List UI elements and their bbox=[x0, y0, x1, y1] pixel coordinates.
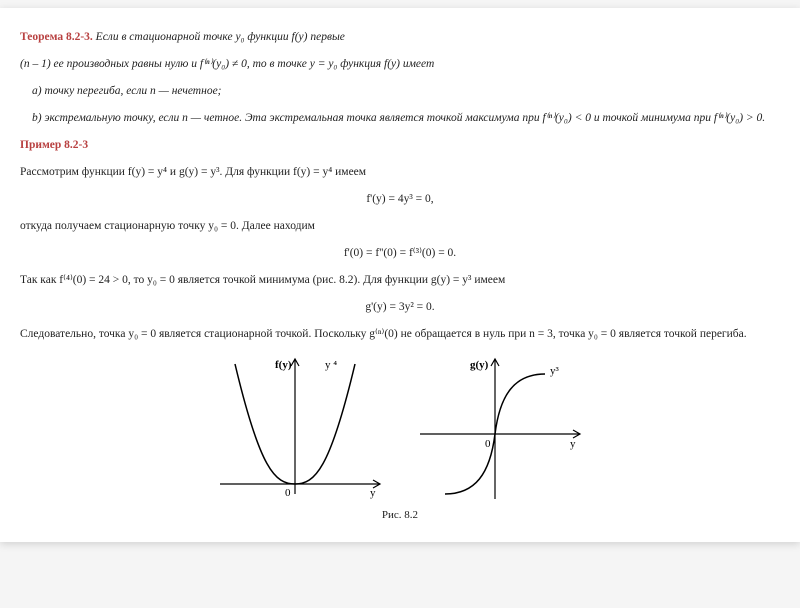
plot-y4: f(y) y ⁴ 0 y bbox=[215, 354, 385, 504]
theorem-intro: Если в стационарной точке y₀ функции f(y… bbox=[96, 31, 345, 43]
example-line-3: Так как f⁽⁴⁾(0) = 24 > 0, то y₀ = 0 явля… bbox=[20, 273, 780, 289]
xlabel: y bbox=[370, 487, 376, 499]
example-line-4: Следовательно, точка y₀ = 0 является ста… bbox=[20, 327, 780, 343]
theorem-item-a: a) точку перегиба, если n — нечетное; bbox=[32, 84, 780, 100]
theorem-condition: (n – 1) ее производных равны нулю и f⁽ⁿ⁾… bbox=[20, 57, 780, 73]
example-line-1: Рассмотрим функции f(y) = y⁴ и g(y) = y³… bbox=[20, 165, 780, 181]
xlabel: y bbox=[570, 438, 576, 450]
example-line-2: откуда получаем стационарную точку y₀ = … bbox=[20, 219, 780, 235]
formula-1: f'(y) = 4y³ = 0, bbox=[20, 192, 780, 208]
curve-label: y ⁴ bbox=[325, 359, 337, 371]
figure-caption: Рис. 8.2 bbox=[20, 508, 780, 523]
theorem-heading: Теорема 8.2-3. Если в стационарной точке… bbox=[20, 30, 780, 46]
figure-container: f(y) y ⁴ 0 y g(y) y³ 0 y bbox=[20, 354, 780, 504]
ylabel: g(y) bbox=[470, 359, 489, 371]
curve-label: y³ bbox=[550, 365, 560, 377]
formula-2: f'(0) = f''(0) = f⁽³⁾(0) = 0. bbox=[20, 246, 780, 262]
plot-y3: g(y) y³ 0 y bbox=[415, 354, 585, 504]
ylabel: f(y) bbox=[275, 359, 292, 371]
formula-3: g'(y) = 3y² = 0. bbox=[20, 300, 780, 316]
theorem-label: Теорема 8.2-3. bbox=[20, 31, 93, 43]
origin-label: 0 bbox=[285, 487, 291, 499]
theorem-item-b: b) экстремальную точку, если n — четное.… bbox=[32, 111, 780, 127]
origin-label: 0 bbox=[485, 438, 491, 450]
example-label: Пример 8.2-3 bbox=[20, 138, 780, 154]
document-page: Теорема 8.2-3. Если в стационарной точке… bbox=[0, 8, 800, 542]
